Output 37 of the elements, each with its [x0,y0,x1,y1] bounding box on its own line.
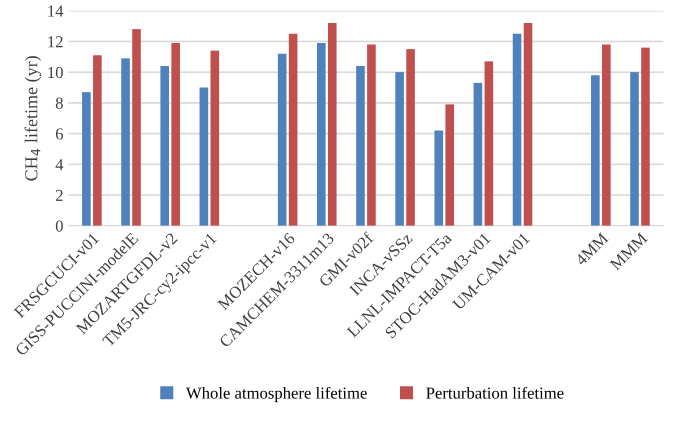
bar [406,49,415,226]
bar [82,92,91,226]
y-tick-label: 2 [56,190,63,201]
bar [288,34,298,226]
bar [484,61,494,226]
bar [641,48,650,226]
bar [356,66,365,226]
bar [367,44,376,226]
bar [132,29,141,226]
bar [524,23,532,226]
bar [512,34,522,226]
bar [602,44,611,226]
bar [171,43,180,226]
bar [317,43,326,226]
y-tick-label: 14 [48,6,64,17]
y-tick-label: 0 [56,220,63,232]
bar [630,72,639,226]
bar [278,54,286,226]
bar [121,58,130,226]
y-tick-label: 8 [56,98,63,109]
y-tick-label: 10 [48,66,63,78]
bar [160,66,170,226]
y-tick-label: 4 [56,159,64,170]
bar [434,130,444,226]
bar [210,50,220,226]
y-tick-label: 12 [48,36,63,48]
bar [474,82,482,226]
y-tick-label: 6 [56,128,64,140]
bar [200,88,208,226]
bar [395,72,404,226]
y-axis-title: CH$_{4}$ lifetime (yr) [24,56,42,181]
bar [445,104,454,226]
bar [591,75,600,226]
legend-label: Perturbation lifetime [426,386,564,399]
bar [93,55,102,226]
bar [328,23,337,226]
legend-label: Whole atmosphere lifetime [186,386,367,402]
